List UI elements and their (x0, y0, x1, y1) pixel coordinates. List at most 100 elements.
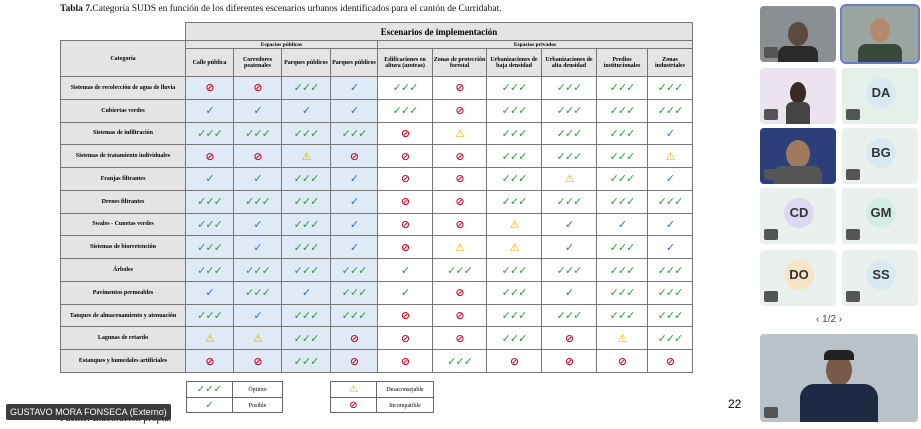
legend-label: Óptimo (248, 386, 267, 393)
cell: ✓✓✓ (486, 121, 542, 146)
cell: ✓ (185, 167, 234, 191)
cell-symbol: ✓✓✓ (657, 263, 684, 277)
cell-symbol: ⊘ (253, 81, 262, 95)
cell: ✓✓✓ (647, 326, 693, 351)
cell: ⚠ (541, 167, 597, 191)
legend-box: ⚠ Desaconsejable ⊘ Incompatible (330, 381, 434, 413)
cell-symbol: ✓✓✓ (245, 126, 271, 140)
cell: ⊘ (330, 349, 378, 373)
cell-symbol: ⊘ (400, 309, 410, 323)
cell-symbol: ⊘ (564, 331, 574, 345)
row-category: Árboles (60, 258, 186, 282)
legend-label: Desaconsejable (386, 386, 424, 393)
cell-symbol: ✓✓✓ (245, 286, 271, 300)
cell: ⚠ (233, 326, 282, 351)
cell-symbol: ✓✓✓ (556, 126, 583, 140)
participant-tile[interactable]: CD (760, 188, 836, 244)
cell: ⊘ (377, 235, 433, 260)
cell-symbol: ⊘ (205, 149, 214, 163)
legend-item: ✓✓✓ Óptimo (187, 382, 282, 397)
row-category: Sistemas de recolección de agua de lluvi… (60, 76, 186, 100)
cell: ✓ (233, 167, 282, 191)
cell: ⊘ (185, 349, 234, 373)
table-row: Drenes filtrantes ✓✓✓ ✓✓✓ ✓✓✓ ✓ ⊘ ⊘ ✓✓✓ ✓✓✓ ✓✓✓ ✓✓… (60, 189, 693, 214)
cell: ✓✓✓ (185, 235, 234, 260)
cell-symbol: ⊘ (400, 195, 410, 209)
cell-symbol: ✓ (564, 217, 574, 231)
row-category: Estanques y humedales artificiales (60, 349, 186, 373)
cell: ✓✓✓ (541, 144, 597, 169)
cell: ✓✓✓ (486, 258, 542, 282)
cell-symbol: ✓✓✓ (657, 81, 684, 95)
cell-symbol: ✓✓✓ (293, 263, 320, 277)
participant-tile[interactable]: DA (842, 68, 918, 124)
legend-label: Posible (248, 402, 267, 409)
cell: ✓ (377, 280, 433, 305)
row-category: Tanques de almacenamiento y atenuación (60, 303, 186, 328)
cell: ✓✓✓ (596, 303, 648, 328)
cell-symbol: ⊘ (349, 354, 359, 368)
cell: ⊘ (330, 326, 378, 351)
row-category: Drenes filtrantes (60, 189, 186, 214)
cell: ✓✓✓ (281, 258, 331, 282)
cell: ⚠ (432, 235, 487, 260)
prev-page[interactable]: ‹ (816, 314, 823, 325)
cell-symbol: ✓ (253, 240, 262, 254)
cell-symbol: ⊘ (253, 354, 262, 368)
caption-label: Tabla 7. (60, 4, 93, 14)
cell: ⊘ (377, 121, 433, 146)
cell: ✓ (647, 167, 693, 191)
video-tile[interactable] (760, 128, 836, 184)
cell: ✓✓✓ (330, 121, 378, 146)
cell: ⊘ (596, 349, 648, 373)
avatar-initials: DA (866, 78, 896, 108)
cell: ✓✓✓ (486, 303, 542, 328)
cell-symbol: ✓✓✓ (197, 195, 223, 209)
cell: ⊘ (432, 303, 487, 328)
video-tile[interactable] (840, 4, 920, 64)
cell: ⚠ (596, 326, 648, 351)
cell-symbol: ✓✓✓ (293, 81, 320, 95)
table-row: Pavimentos permeables ✓ ✓✓✓ ✓ ✓✓✓ ✓ ⊘ ✓✓✓ ✓ ✓✓✓ ✓✓… (60, 280, 693, 305)
cell: ✓✓✓ (185, 189, 234, 214)
cell: ⊘ (377, 189, 433, 214)
cell-symbol: ⚠ (509, 217, 520, 231)
video-tile[interactable] (760, 334, 918, 422)
cell-symbol: ✓✓✓ (609, 126, 636, 140)
cell: ✓✓✓ (233, 189, 282, 214)
cell-symbol: ✓✓✓ (447, 354, 473, 368)
cell-symbol: ✓✓✓ (197, 217, 223, 231)
video-tile[interactable] (760, 6, 836, 62)
row-category: Lagunas de retardo (60, 326, 186, 351)
cell-symbol: ✓✓✓ (556, 263, 583, 277)
cell-symbol: ⊘ (400, 172, 410, 186)
cell-symbol: ✓✓✓ (657, 286, 684, 300)
cell-symbol: ✓ (205, 172, 214, 186)
cell-symbol: ✓✓✓ (245, 195, 271, 209)
participant-tile[interactable]: DO (760, 250, 836, 306)
cell: ✓✓✓ (281, 121, 331, 146)
cell-symbol: ⊘ (455, 286, 464, 300)
cell-symbol: ✓✓✓ (392, 81, 419, 95)
participant-tile[interactable]: SS (842, 250, 918, 306)
cell: ✓✓✓ (647, 280, 693, 305)
cell: ✓ (647, 235, 693, 260)
video-tile[interactable] (760, 68, 836, 124)
next-page[interactable]: › (836, 314, 843, 325)
participant-tile[interactable]: GM (842, 188, 918, 244)
cell: ✓✓✓ (377, 76, 433, 100)
participant-tile[interactable]: BG (842, 128, 918, 184)
cell: ⊘ (486, 349, 542, 373)
cell: ⚠ (486, 235, 542, 260)
legend-symbol: ⚠ (331, 382, 377, 397)
cell-symbol: ⊘ (455, 195, 464, 209)
legend-label: Incompatible (389, 402, 421, 409)
cell: ✓✓✓ (647, 258, 693, 282)
cell: ✓✓✓ (281, 326, 331, 351)
cell-symbol: ✓✓✓ (556, 149, 583, 163)
cell-symbol: ✓✓✓ (197, 240, 223, 254)
cell-symbol: ✓ (564, 240, 574, 254)
cell-symbol: ⚠ (617, 331, 628, 345)
legend-symbol: ✓✓✓ (187, 382, 233, 397)
